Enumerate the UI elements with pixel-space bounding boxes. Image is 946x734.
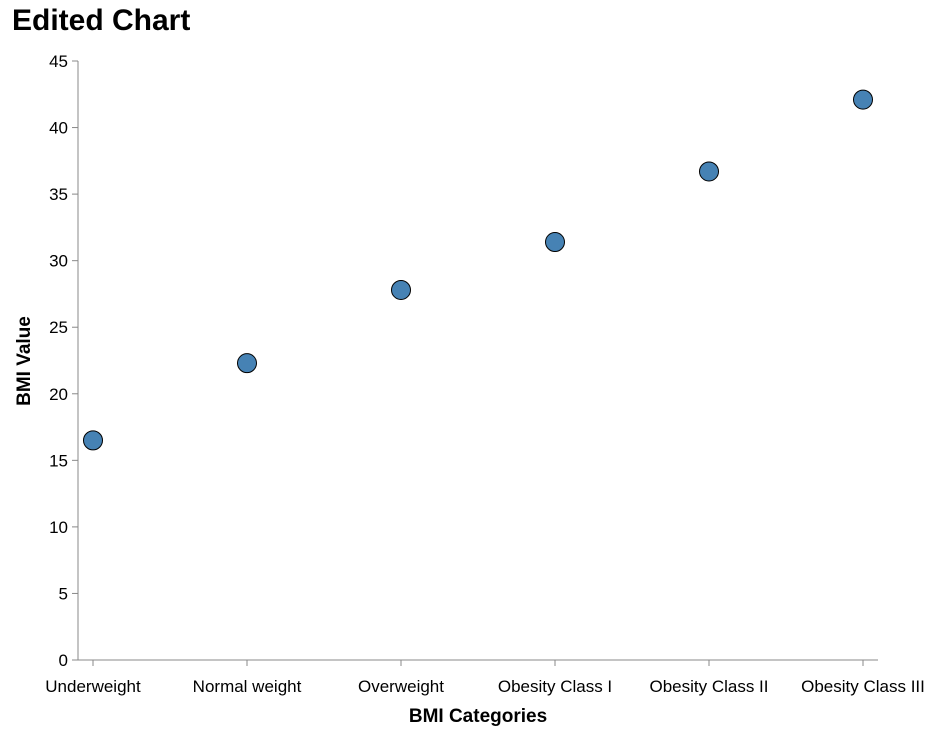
y-axis: 0 5 10 15 20 25 30 35 40 45 bbox=[49, 52, 79, 670]
x-tick-label: Obesity Class III bbox=[801, 677, 925, 696]
x-tick-label: Obesity Class II bbox=[649, 677, 768, 696]
y-tick-label: 40 bbox=[49, 119, 68, 138]
y-tick-label: 45 bbox=[49, 52, 68, 71]
data-point[interactable] bbox=[237, 353, 257, 374]
y-tick-label: 20 bbox=[49, 385, 68, 404]
y-tick-label: 0 bbox=[59, 651, 68, 670]
x-axis-title: BMI Categories bbox=[409, 706, 547, 727]
data-point[interactable] bbox=[83, 430, 103, 451]
data-point[interactable] bbox=[391, 279, 411, 300]
x-tick-label: Underweight bbox=[45, 677, 141, 696]
y-tick-label: 35 bbox=[49, 185, 68, 204]
y-tick-label: 15 bbox=[49, 451, 68, 470]
y-tick-label: 30 bbox=[49, 252, 68, 271]
data-point[interactable] bbox=[699, 161, 719, 182]
x-tick-label: Overweight bbox=[358, 677, 444, 696]
x-axis: Underweight Normal weight Overweight Obesit… bbox=[45, 659, 925, 696]
data-point[interactable] bbox=[545, 232, 565, 253]
y-tick-label: 25 bbox=[49, 318, 68, 337]
x-tick-label: Obesity Class I bbox=[498, 677, 612, 696]
data-point[interactable] bbox=[853, 89, 873, 110]
y-tick-label: 10 bbox=[49, 518, 68, 537]
data-points bbox=[83, 89, 873, 451]
y-axis-title: BMI Value bbox=[14, 316, 35, 406]
x-tick-label: Normal weight bbox=[193, 677, 302, 696]
y-tick-label: 5 bbox=[59, 584, 68, 603]
chart-title: Edited Chart bbox=[12, 4, 191, 37]
